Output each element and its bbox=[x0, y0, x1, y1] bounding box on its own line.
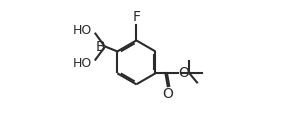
Text: HO: HO bbox=[73, 24, 92, 37]
Text: HO: HO bbox=[73, 57, 92, 70]
Text: B: B bbox=[95, 40, 105, 54]
Text: F: F bbox=[132, 10, 140, 24]
Text: O: O bbox=[178, 66, 189, 80]
Text: O: O bbox=[162, 87, 173, 101]
